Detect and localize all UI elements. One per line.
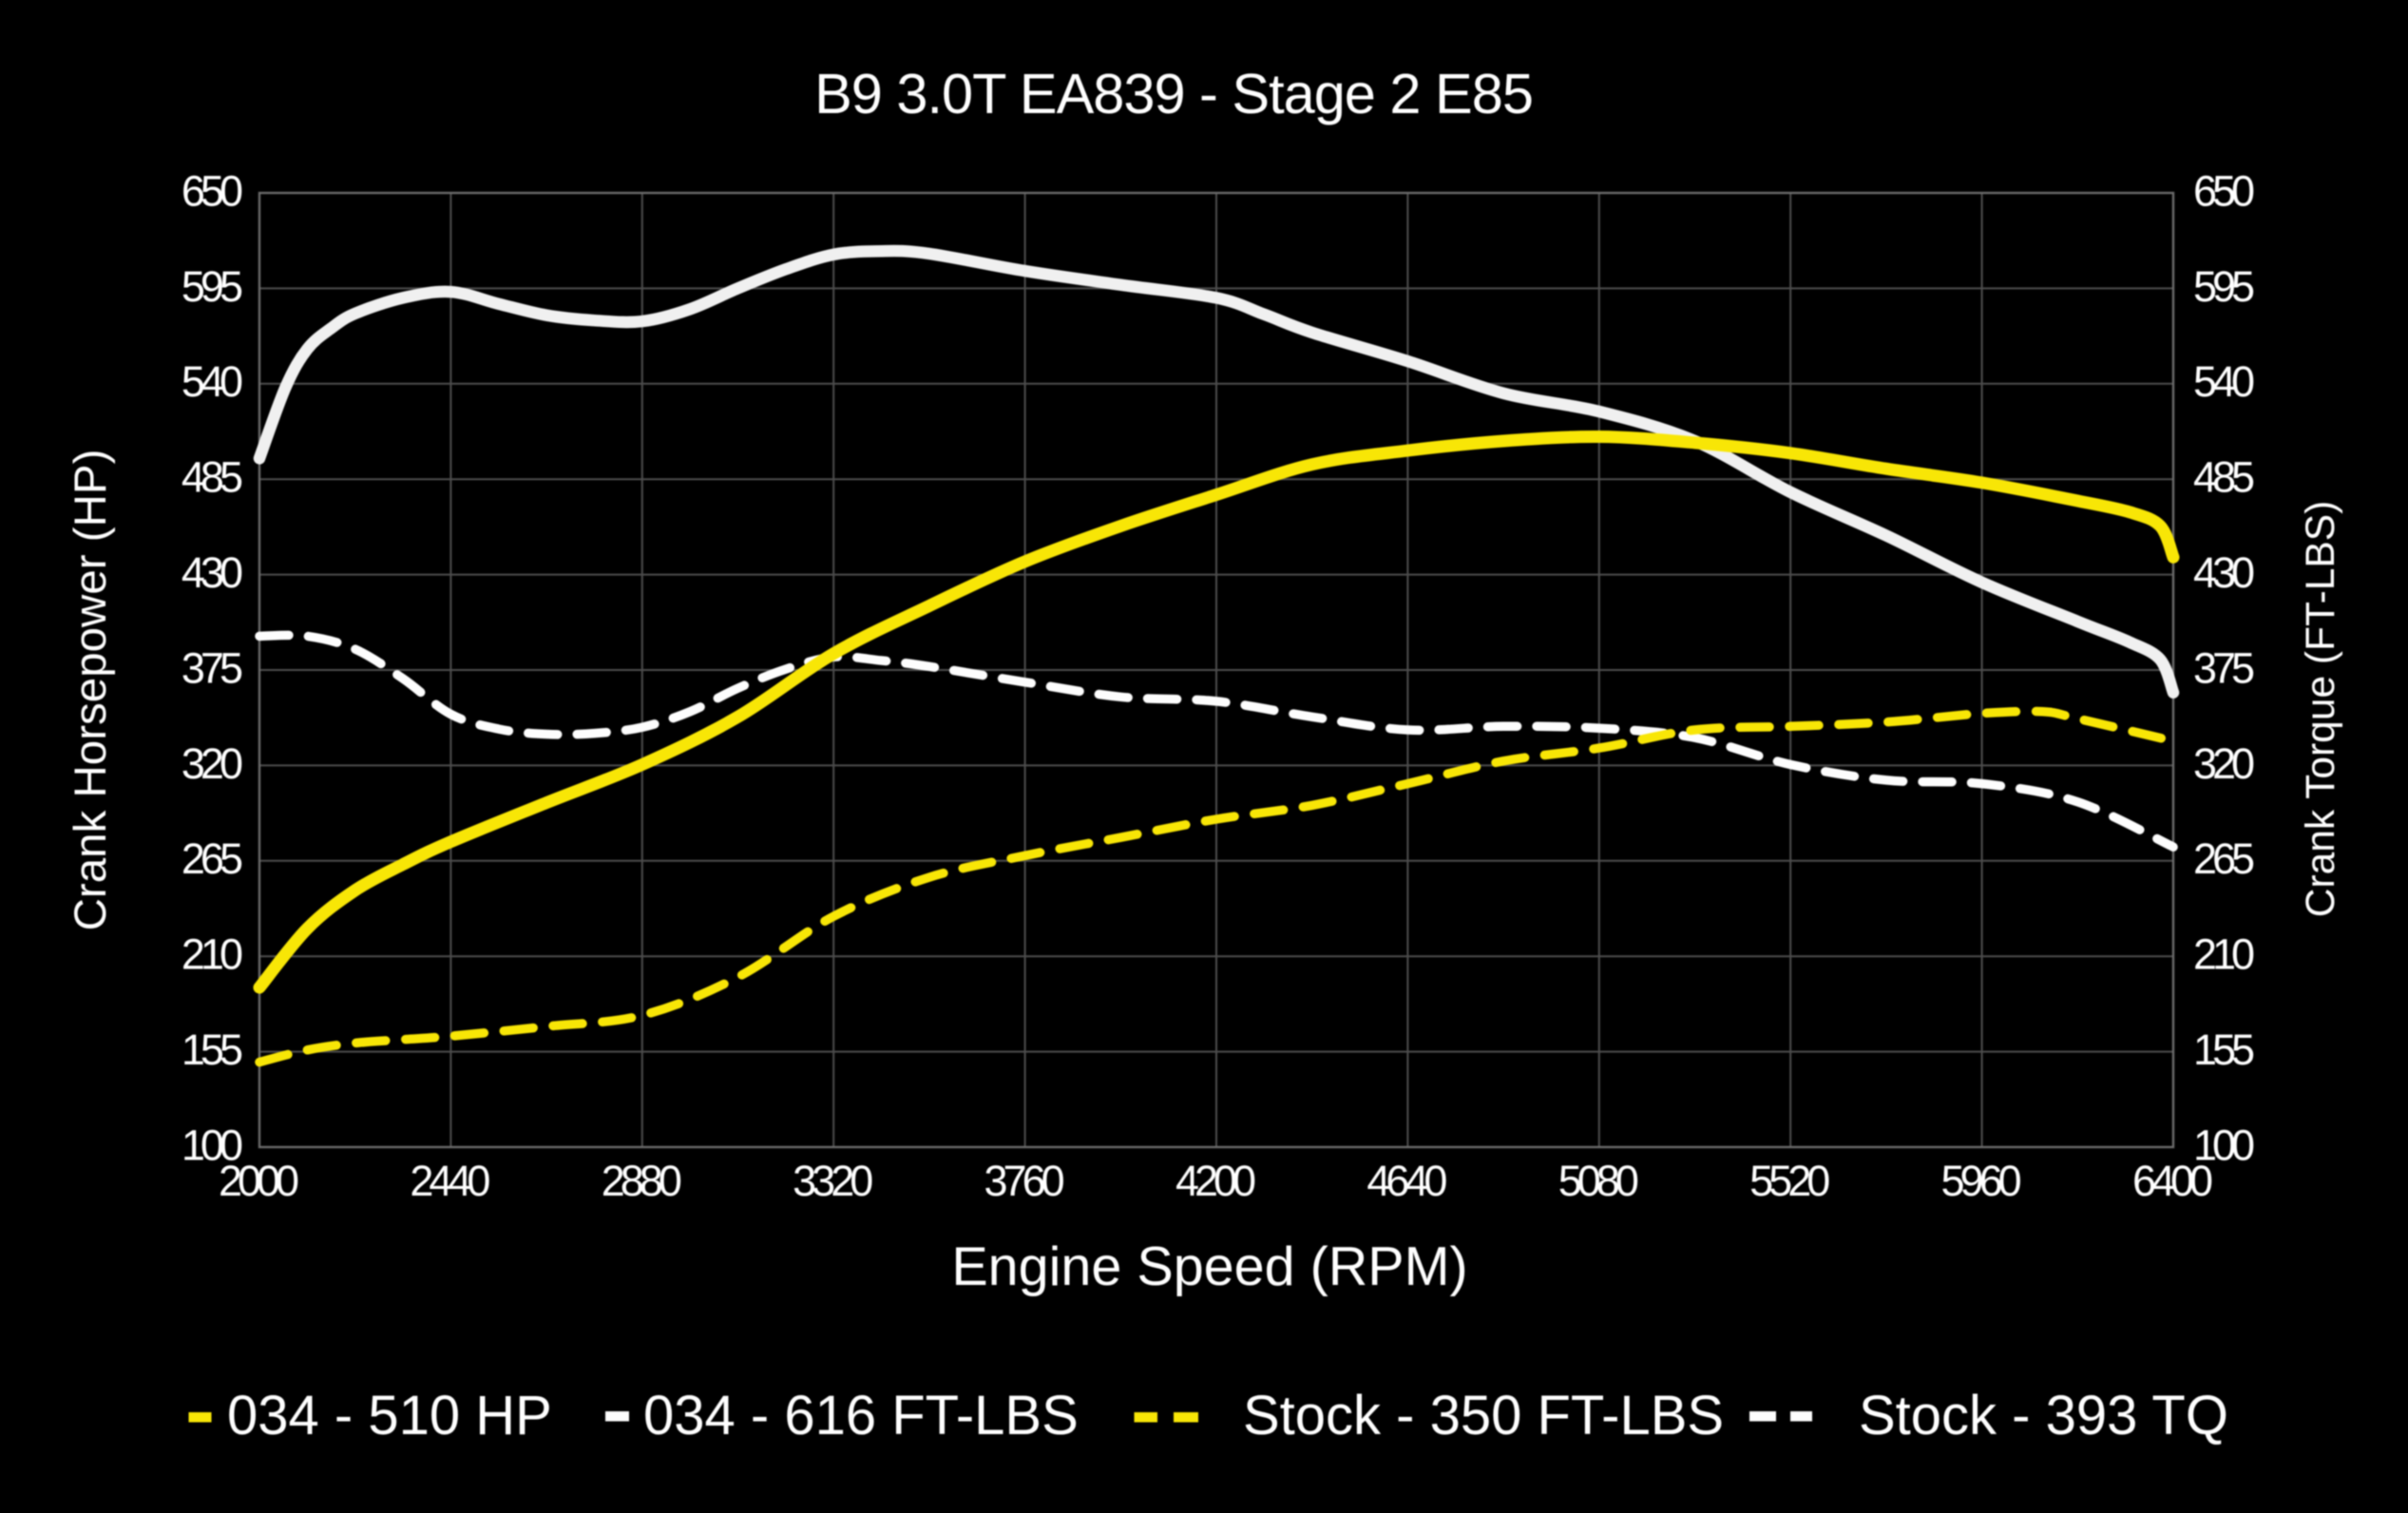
svg-text:6400: 6400	[2132, 1157, 2212, 1205]
svg-text:100: 100	[2193, 1120, 2254, 1169]
svg-text:3760: 3760	[984, 1157, 1064, 1205]
svg-text:5080: 5080	[1558, 1157, 1638, 1205]
svg-text:Stock - 393 TQ: Stock - 393 TQ	[1859, 1385, 2228, 1446]
svg-text:540: 540	[182, 357, 242, 406]
svg-text:155: 155	[2193, 1025, 2254, 1074]
svg-text:B9 3.0T EA839 - Stage 2 E85: B9 3.0T EA839 - Stage 2 E85	[814, 62, 1533, 125]
svg-text:210: 210	[2193, 930, 2254, 979]
svg-text:595: 595	[2193, 262, 2254, 311]
svg-text:Stock - 350 FT-LBS: Stock - 350 FT-LBS	[1243, 1385, 1724, 1446]
svg-text:650: 650	[2193, 166, 2254, 215]
svg-text:5960: 5960	[1941, 1157, 2021, 1205]
svg-text:210: 210	[182, 930, 242, 979]
svg-text:320: 320	[2193, 739, 2254, 788]
svg-text:Crank Horsepower (HP): Crank Horsepower (HP)	[66, 450, 116, 931]
svg-text:485: 485	[2193, 453, 2254, 502]
svg-text:650: 650	[182, 166, 242, 215]
svg-text:375: 375	[182, 643, 242, 692]
svg-text:375: 375	[2193, 643, 2254, 692]
svg-text:485: 485	[182, 453, 242, 502]
svg-text:595: 595	[182, 262, 242, 311]
svg-text:Crank Torque (FT-LBS): Crank Torque (FT-LBS)	[2299, 501, 2343, 918]
svg-text:4640: 4640	[1366, 1157, 1446, 1205]
svg-text:265: 265	[182, 834, 242, 883]
svg-text:4200: 4200	[1175, 1157, 1255, 1205]
svg-text:034 - 510 HP: 034 - 510 HP	[227, 1385, 552, 1446]
svg-text:155: 155	[182, 1025, 242, 1074]
svg-text:2440: 2440	[410, 1157, 489, 1205]
svg-text:540: 540	[2193, 357, 2254, 406]
svg-text:Engine Speed (RPM): Engine Speed (RPM)	[951, 1236, 1467, 1297]
svg-text:430: 430	[182, 548, 242, 597]
svg-text:2880: 2880	[602, 1157, 681, 1205]
svg-text:3320: 3320	[793, 1157, 872, 1205]
svg-text:5520: 5520	[1749, 1157, 1829, 1205]
svg-text:265: 265	[2193, 834, 2254, 883]
svg-text:430: 430	[2193, 548, 2254, 597]
svg-text:100: 100	[182, 1120, 242, 1169]
svg-text:2000: 2000	[219, 1157, 298, 1205]
svg-text:320: 320	[182, 739, 242, 788]
svg-text:034 - 616 FT-LBS: 034 - 616 FT-LBS	[643, 1385, 1079, 1446]
